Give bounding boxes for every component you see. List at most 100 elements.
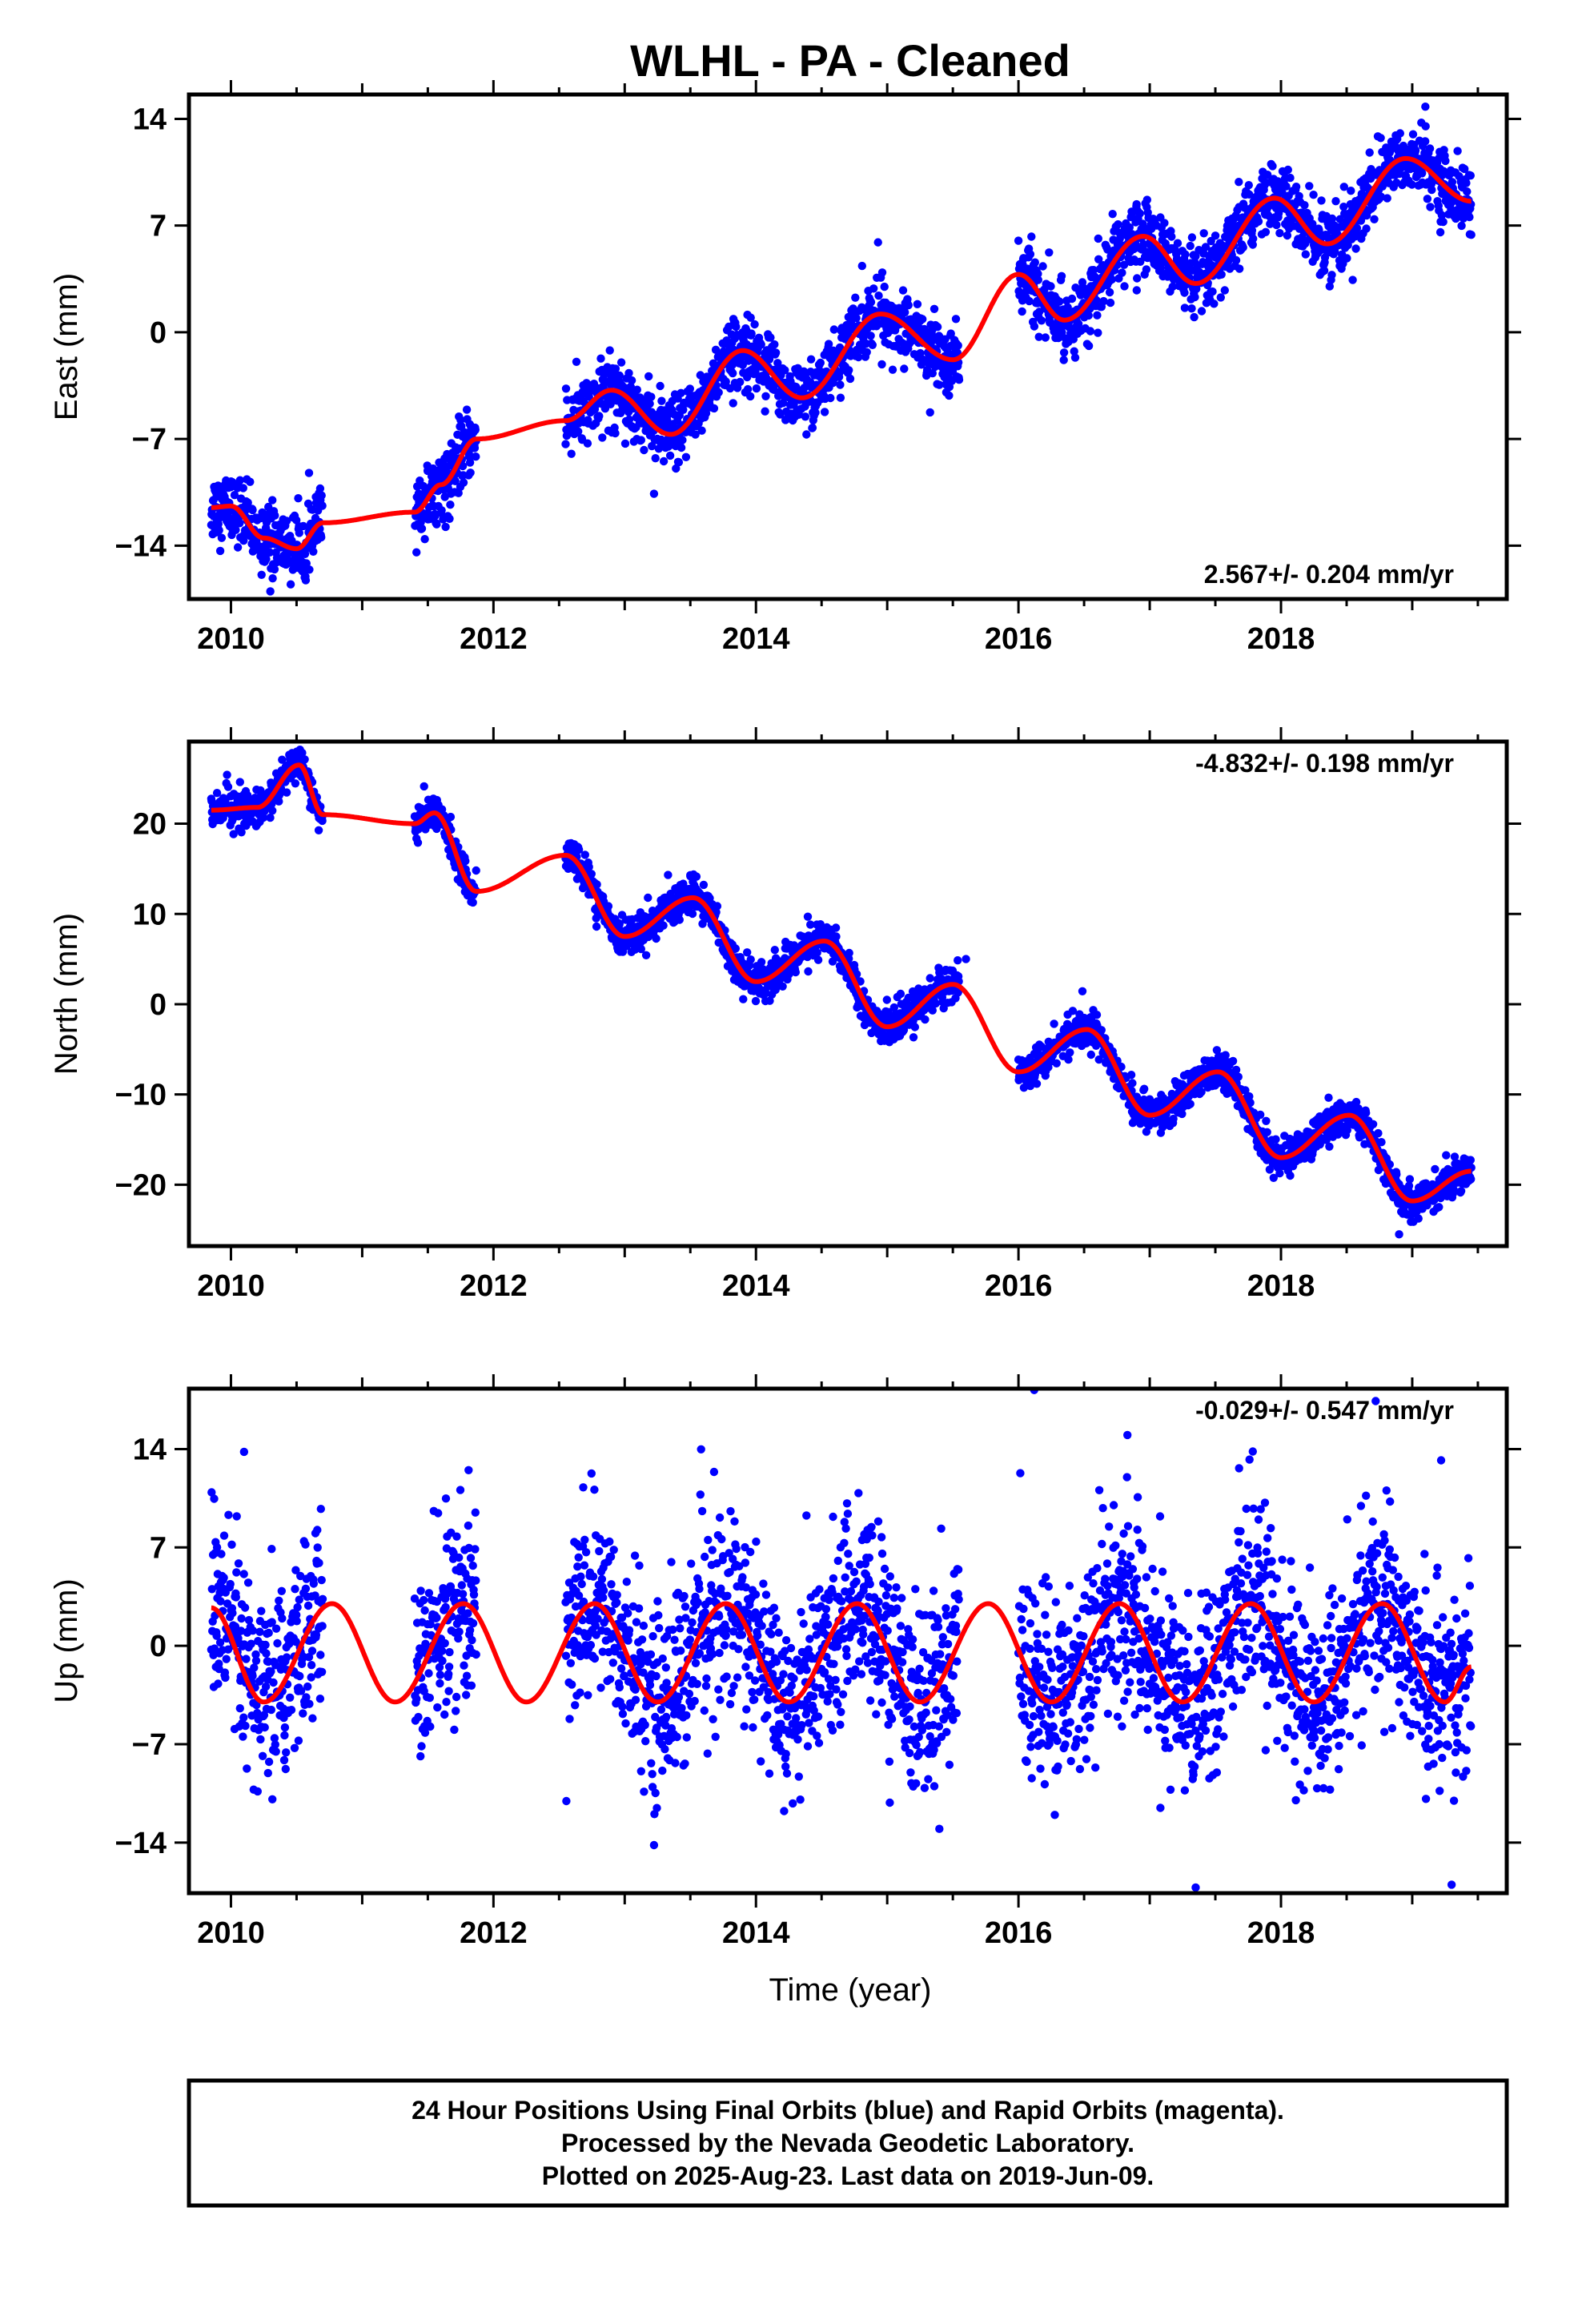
data-point <box>857 261 867 271</box>
data-point <box>215 546 225 556</box>
data-point <box>946 329 955 338</box>
data-point <box>641 951 651 960</box>
data-point <box>743 384 753 394</box>
data-point <box>1272 220 1281 230</box>
data-point <box>626 382 635 392</box>
data-point <box>1395 129 1405 138</box>
data-point <box>752 384 761 393</box>
data-point <box>1362 224 1371 233</box>
data-point <box>1457 221 1466 231</box>
data-point <box>1376 134 1385 143</box>
x-tick-label: 2016 <box>985 622 1053 656</box>
data-point <box>804 967 813 976</box>
data-point <box>620 439 630 448</box>
data-point <box>1467 231 1476 239</box>
data-point <box>791 967 800 977</box>
data-point <box>627 376 636 385</box>
data-point <box>1030 258 1040 267</box>
data-point <box>1084 341 1094 351</box>
data-point <box>1181 250 1190 259</box>
data-point <box>954 341 962 350</box>
data-point <box>750 320 759 329</box>
data-point <box>466 468 475 477</box>
data-point <box>1231 1065 1241 1075</box>
data-point <box>738 360 747 369</box>
data-point <box>1180 288 1189 297</box>
data-point <box>1126 1071 1136 1080</box>
data-point <box>736 377 745 387</box>
data-point <box>1217 270 1226 279</box>
data-point <box>856 977 865 986</box>
data-point <box>1142 265 1151 274</box>
data-point <box>765 355 774 364</box>
data-point <box>615 371 624 380</box>
data-point <box>845 374 855 384</box>
data-point <box>1262 1116 1271 1126</box>
data-point <box>882 995 892 1004</box>
data-point <box>757 340 765 349</box>
data-point <box>951 315 961 324</box>
data-point <box>813 955 823 964</box>
data-point <box>1014 236 1023 245</box>
data-point <box>688 909 697 919</box>
data-point <box>445 514 454 523</box>
data-point <box>918 315 927 324</box>
data-point <box>458 461 468 471</box>
data-point <box>869 284 878 293</box>
data-point <box>1187 233 1197 242</box>
data-point <box>691 430 700 439</box>
data-point <box>470 444 480 452</box>
data-point <box>432 520 441 529</box>
data-point <box>1423 195 1432 203</box>
data-point <box>1365 148 1374 157</box>
data-point <box>898 286 908 295</box>
data-point <box>584 862 593 871</box>
data-point <box>235 476 244 485</box>
data-point <box>845 366 853 375</box>
data-point <box>268 496 277 505</box>
data-point <box>1094 1055 1103 1064</box>
data-point <box>262 554 271 564</box>
data-point <box>1132 286 1142 295</box>
data-point <box>231 525 240 534</box>
outlier-point <box>266 587 275 596</box>
data-point <box>1135 209 1145 218</box>
data-point <box>945 391 954 400</box>
data-point <box>831 923 841 932</box>
data-point <box>248 505 257 515</box>
data-point <box>1108 210 1117 219</box>
data-point <box>696 371 705 380</box>
model-curve <box>211 155 1472 552</box>
data-point <box>1089 266 1098 275</box>
data-point <box>1370 215 1379 223</box>
data-point <box>757 958 766 967</box>
data-point <box>739 995 748 1003</box>
data-point <box>935 380 944 389</box>
data-point <box>592 880 601 889</box>
data-point <box>901 308 909 317</box>
data-point <box>223 782 233 791</box>
data-point <box>1263 171 1272 179</box>
data-point <box>472 866 480 875</box>
data-point <box>1034 332 1043 341</box>
data-point <box>824 340 833 348</box>
data-point <box>778 399 788 408</box>
data-point <box>583 439 592 448</box>
data-point <box>636 944 645 954</box>
data-point <box>314 826 323 835</box>
x-tick-label: 2018 <box>1247 622 1315 656</box>
plot-frame <box>187 92 1509 601</box>
data-point <box>1074 320 1083 328</box>
data-point <box>304 468 314 477</box>
data-point <box>1034 275 1043 284</box>
data-point <box>1407 180 1416 189</box>
data-point <box>1245 1092 1254 1101</box>
data-point <box>721 377 730 386</box>
data-point <box>318 501 327 510</box>
data-point <box>1032 1080 1042 1088</box>
data-point <box>746 392 755 401</box>
data-point <box>816 358 825 368</box>
data-point <box>233 543 243 552</box>
data-point <box>1216 293 1226 302</box>
data-point <box>1331 197 1340 206</box>
